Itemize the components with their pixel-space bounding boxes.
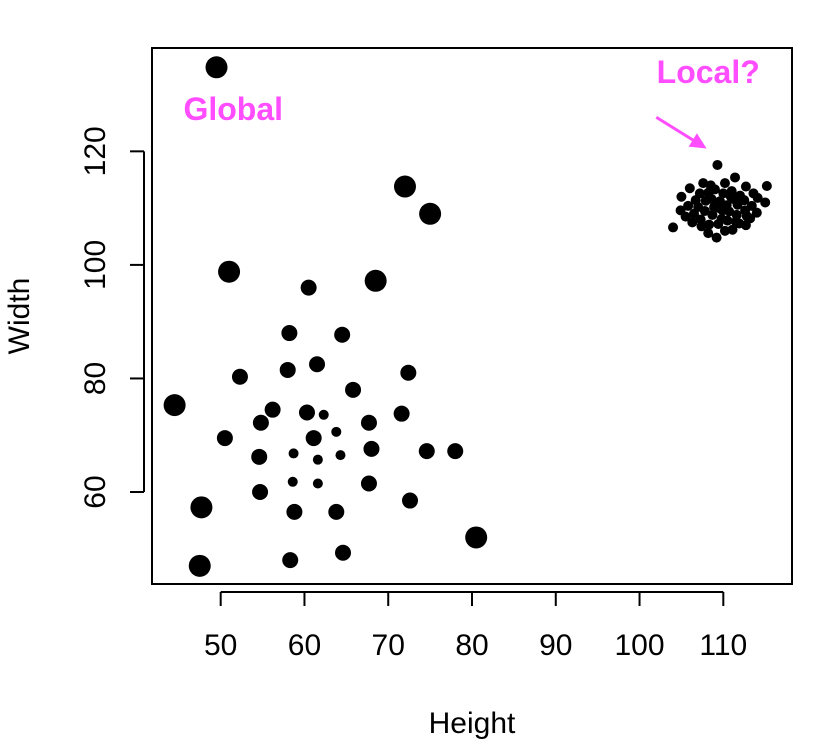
x-tick-label: 110 <box>699 629 747 662</box>
data-point-small <box>703 228 714 239</box>
data-point <box>252 484 269 501</box>
data-point-small <box>312 454 323 465</box>
y-tick-label: 80 <box>79 362 112 395</box>
data-point-small <box>712 159 723 170</box>
data-point <box>418 443 435 460</box>
data-point <box>360 414 377 431</box>
y-axis-label: Width <box>3 278 36 355</box>
data-point-small <box>727 224 738 235</box>
annotation-arrow-head <box>688 133 707 149</box>
data-point-small <box>331 426 342 437</box>
annotation-label: Local? <box>657 54 760 90</box>
data-point-small <box>760 197 771 208</box>
data-point <box>286 503 303 520</box>
data-point-small <box>719 225 730 236</box>
annotation-arrow-shaft <box>655 115 701 146</box>
data-point <box>251 448 268 465</box>
data-point <box>328 503 345 520</box>
data-point-small <box>740 205 751 216</box>
data-point-small <box>709 184 720 195</box>
data-point-small <box>288 448 299 459</box>
data-point <box>279 361 296 378</box>
data-point <box>252 414 269 431</box>
data-point-small <box>740 181 751 192</box>
data-point-small <box>695 214 706 225</box>
data-points <box>163 56 772 577</box>
data-point <box>334 544 351 561</box>
data-point <box>345 381 362 398</box>
x-axis: 50 60 70 80 90 100 110 <box>204 591 747 662</box>
data-point-large <box>205 56 228 79</box>
data-point <box>281 325 298 342</box>
annotations: Global Local? <box>183 54 760 149</box>
x-tick-label: 90 <box>539 629 572 662</box>
data-point-small <box>335 450 346 461</box>
data-point-large <box>190 496 213 519</box>
data-point <box>400 364 417 381</box>
data-point-small <box>713 219 724 230</box>
data-point <box>305 430 322 447</box>
data-point <box>393 405 410 422</box>
data-point-small <box>687 217 698 228</box>
data-point <box>282 552 299 569</box>
data-point-small <box>752 192 763 203</box>
data-point-small <box>745 213 756 224</box>
data-point-small <box>675 205 686 216</box>
data-point-large <box>393 175 416 198</box>
data-point-small <box>730 172 741 183</box>
data-point-small <box>751 207 762 218</box>
data-point <box>447 443 464 460</box>
data-point-small <box>714 203 725 214</box>
data-point-large <box>188 554 211 577</box>
data-point-small <box>725 191 736 202</box>
data-point-small <box>312 478 323 489</box>
data-point-large <box>364 269 387 292</box>
data-point-small <box>711 232 722 243</box>
data-point-small <box>730 216 741 227</box>
data-point-small <box>704 219 715 230</box>
data-point-large <box>465 526 488 549</box>
data-point <box>363 440 380 457</box>
data-point-small <box>668 222 679 233</box>
data-point-small <box>700 195 711 206</box>
data-point-small <box>683 200 694 211</box>
data-point-large <box>218 260 241 283</box>
data-point-small <box>694 188 705 199</box>
data-point-small <box>722 215 733 226</box>
data-point <box>298 404 315 421</box>
data-point-small <box>698 178 709 189</box>
x-tick-label: 60 <box>288 629 321 662</box>
annotation-label: Global <box>183 91 283 127</box>
data-point <box>216 430 233 447</box>
y-tick-label: 120 <box>79 126 112 176</box>
data-point-small <box>684 183 695 194</box>
y-tick-label: 100 <box>79 240 112 290</box>
x-axis-label: Height <box>429 707 516 740</box>
data-point-small <box>287 476 298 487</box>
data-point <box>300 279 317 296</box>
data-point-small <box>707 209 718 220</box>
data-point-small <box>688 208 699 219</box>
y-tick-label: 60 <box>79 475 112 508</box>
y-axis: 60 80 100 120 <box>79 126 145 509</box>
x-tick-label: 80 <box>455 629 488 662</box>
data-point-small <box>718 188 729 199</box>
data-point-small <box>676 191 687 202</box>
data-point <box>402 492 419 509</box>
data-point-large <box>163 394 186 417</box>
plot-frame <box>151 47 793 585</box>
x-tick-label: 100 <box>615 629 665 662</box>
data-point <box>360 475 377 492</box>
data-point-small <box>719 178 730 189</box>
data-point <box>264 401 281 418</box>
data-point-small <box>318 409 329 420</box>
data-point <box>309 356 326 373</box>
data-point <box>334 326 351 343</box>
data-point-large <box>419 202 442 225</box>
data-point-small <box>761 180 772 191</box>
x-tick-label: 50 <box>204 629 237 662</box>
data-point <box>231 368 248 385</box>
x-tick-label: 70 <box>372 629 405 662</box>
